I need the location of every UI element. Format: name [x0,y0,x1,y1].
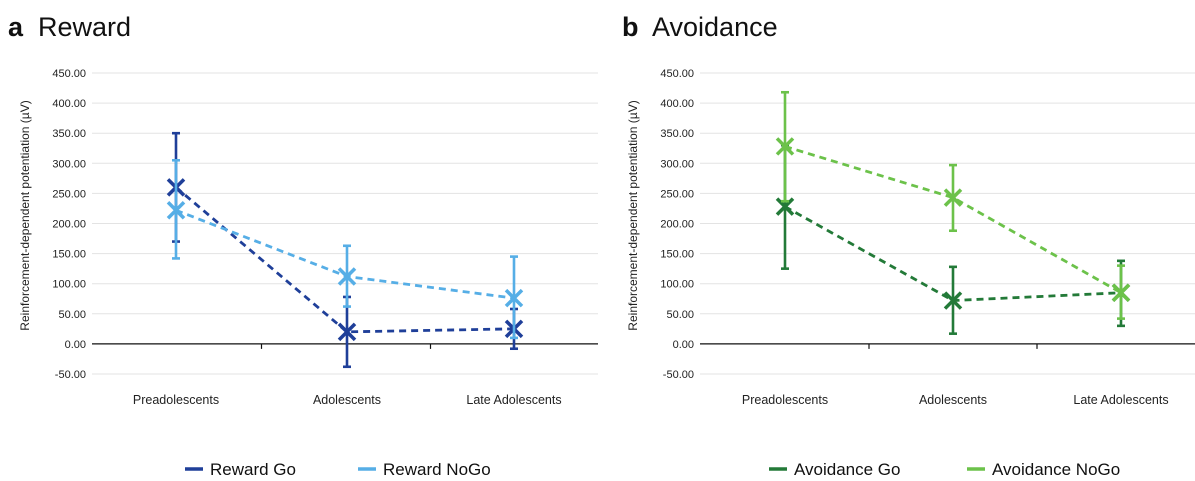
y-tick-label: 400.00 [52,98,86,110]
data-point-marker [1111,283,1131,302]
panel-letter: b [622,12,639,42]
y-tick-label: -50.00 [663,369,694,381]
chart-title: Reward [38,12,131,42]
legend-entry: Avoidance Go [769,460,900,479]
y-tick-label: 450.00 [660,68,694,80]
y-axis-title: Reinforcement-dependent potentiation (µV… [18,100,32,330]
data-point-marker [504,288,524,308]
x-category-label: Preadolescents [133,393,219,407]
marker-stroke [943,291,963,310]
y-tick-label: 100.00 [660,279,694,291]
y-tick-label: 300.00 [52,158,86,170]
marker-stroke [337,322,357,342]
data-point-marker [337,322,357,342]
marker-stroke [166,201,186,220]
x-category-label: Preadolescents [742,393,828,407]
panel-reward: a Reward Reinforcement-dependent potentiat… [8,12,598,479]
legend-label: Reward Go [210,460,296,479]
x-category-label: Late Adolescents [466,393,561,407]
series-line [175,186,515,334]
series-line [784,145,1122,294]
chart-title: Avoidance [652,12,778,42]
y-tick-label: 450.00 [52,68,86,80]
panel-avoidance: b Avoidance Reinforcement-dependent potent… [622,12,1195,479]
marker-stroke [1111,283,1131,302]
marker-stroke [775,197,795,216]
y-tick-label: 150.00 [660,249,694,261]
panel-letter: a [8,12,24,42]
y-tick-label: 350.00 [660,128,694,140]
y-tick-label: 250.00 [660,188,694,200]
data-point-marker [943,188,963,207]
data-point-marker [166,201,186,220]
y-tick-label: 50.00 [58,309,86,321]
series-reward-nogo [166,158,524,340]
legend-label: Avoidance NoGo [992,460,1120,479]
x-category-label: Adolescents [919,393,987,407]
data-point-marker [775,137,795,156]
legend-entry: Reward Go [185,460,296,479]
x-category-label: Adolescents [313,393,381,407]
data-point-marker [337,267,357,286]
y-axis-title: Reinforcement-dependent potentiation (µV… [626,100,640,330]
y-tick-label: 200.00 [52,219,86,231]
y-tick-label: -50.00 [55,369,86,381]
y-tick-label: 250.00 [52,188,86,200]
marker-stroke [504,288,524,308]
y-tick-label: 0.00 [673,339,694,351]
series-reward-go [166,131,524,369]
legend-entry: Reward NoGo [358,460,491,479]
legend-entry: Avoidance NoGo [967,460,1120,479]
y-tick-label: 300.00 [660,158,694,170]
y-tick-label: 350.00 [52,128,86,140]
y-tick-label: 100.00 [52,279,86,291]
marker-stroke [775,137,795,156]
x-category-label: Late Adolescents [1073,393,1168,407]
legend-label: Reward NoGo [383,460,491,479]
data-point-marker [775,197,795,216]
data-point-marker [943,291,963,310]
y-tick-label: 400.00 [660,98,694,110]
marker-stroke [943,188,963,207]
y-tick-label: 150.00 [52,249,86,261]
y-tick-label: 0.00 [65,339,86,351]
marker-stroke [337,267,357,286]
series-avoidance-nogo [775,90,1131,320]
y-tick-label: 50.00 [666,309,694,321]
y-tick-label: 200.00 [660,219,694,231]
legend-label: Avoidance Go [794,460,900,479]
